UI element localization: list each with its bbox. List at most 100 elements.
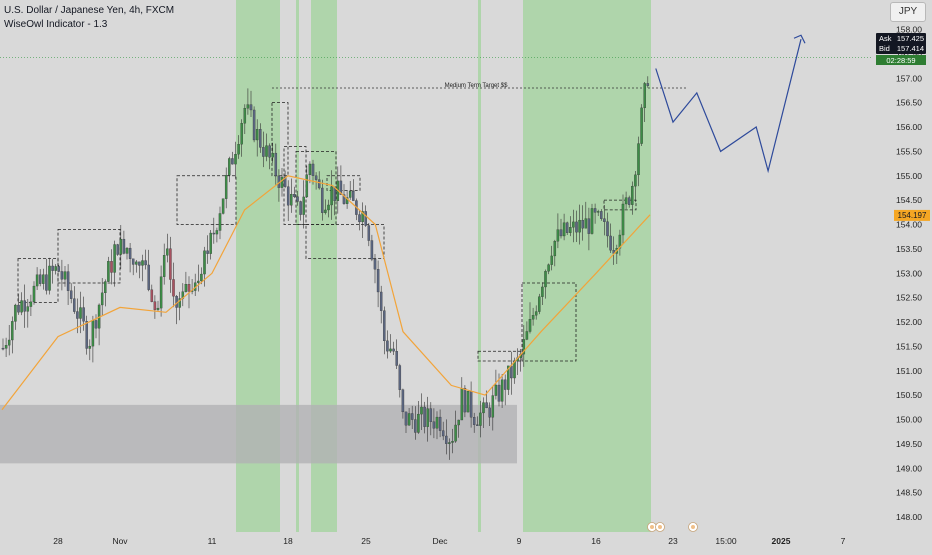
- candle-body: [417, 413, 420, 433]
- candle-body: [215, 230, 219, 235]
- candle-body: [159, 276, 163, 309]
- candle-body: [463, 388, 467, 413]
- time-tick-label: 9: [517, 536, 522, 546]
- candle-body: [23, 300, 26, 312]
- candle-body: [507, 365, 510, 390]
- candle-body: [286, 186, 290, 206]
- candle-body: [206, 250, 209, 254]
- candle-body: [606, 221, 609, 237]
- bid-label: Bid: [879, 44, 890, 53]
- candle-body: [317, 179, 321, 189]
- candle-body: [383, 310, 386, 342]
- price-tick-label: 151.50: [896, 341, 922, 351]
- candle-body: [162, 255, 166, 277]
- candle-body: [113, 244, 116, 273]
- candle-body: [271, 152, 274, 158]
- candle-body: [420, 406, 423, 415]
- indicator-label[interactable]: WiseOwl Indicator - 1.3: [4, 19, 108, 30]
- candle-body: [379, 291, 383, 311]
- price-axis[interactable]: 158.00157.50157.00156.50156.00155.50155.…: [872, 0, 932, 532]
- range-box: [176, 175, 237, 225]
- candle-body: [73, 298, 76, 312]
- candle-body: [280, 176, 284, 188]
- candle-body: [57, 266, 61, 272]
- candle-body: [404, 411, 408, 426]
- candle-body: [110, 261, 113, 273]
- candle-body: [17, 304, 20, 313]
- candle-body: [116, 244, 119, 255]
- candle-body: [513, 360, 516, 379]
- currency-button[interactable]: JPY: [890, 2, 926, 22]
- ask-bid-box: [876, 33, 926, 54]
- candle-body: [147, 264, 150, 290]
- price-tick-label: 149.50: [896, 439, 922, 449]
- candle-body: [184, 284, 188, 292]
- candle-body: [321, 187, 324, 213]
- event-icon-dot: [650, 525, 654, 529]
- candle-body: [401, 389, 405, 413]
- ask-value: 157.425: [897, 34, 924, 43]
- target-label: Medium Term Target $$: [445, 83, 508, 89]
- candle-body: [569, 227, 572, 233]
- candle-body: [252, 109, 256, 141]
- candle-body: [48, 265, 51, 291]
- time-tick-label: 25: [361, 536, 371, 546]
- candle-body: [262, 147, 265, 157]
- candle-body: [218, 213, 222, 231]
- time-tick-label: 11: [208, 536, 217, 546]
- candle-body: [107, 261, 110, 282]
- candle-body: [637, 143, 640, 176]
- candle-body: [246, 104, 250, 109]
- candle-body: [550, 255, 553, 265]
- candle-body: [237, 144, 240, 155]
- candle-body: [603, 218, 606, 222]
- candle-body: [94, 320, 98, 329]
- price-tick-label: 155.00: [896, 171, 922, 181]
- time-tick-label: 16: [591, 536, 601, 546]
- candle-body: [342, 194, 346, 204]
- candle-body: [51, 265, 54, 271]
- candle-body: [631, 185, 634, 205]
- candle-body: [466, 390, 470, 413]
- candle-body: [358, 214, 361, 223]
- candle-body: [38, 274, 42, 284]
- candle-body: [525, 331, 529, 340]
- candle-body: [600, 211, 603, 219]
- candle-body: [559, 229, 563, 237]
- candle-body: [541, 286, 544, 297]
- time-tick-label: 7: [841, 536, 846, 546]
- time-axis[interactable]: 28 Nov 11 18 25 Dec 9 16 23 15:00 2025 7: [0, 532, 872, 550]
- candle-body: [45, 274, 48, 291]
- candle-body: [472, 417, 476, 425]
- ask-label: Ask: [879, 34, 892, 43]
- candle-body: [131, 258, 135, 265]
- moving-average: [1, 175, 651, 411]
- candle-body: [578, 219, 581, 233]
- time-axis-bg: [0, 532, 872, 550]
- candle-body: [414, 419, 417, 433]
- symbol-title[interactable]: U.S. Dollar / Japanese Yen, 4h, FXCM: [4, 5, 175, 16]
- candle-body: [259, 129, 262, 148]
- candle-body: [376, 269, 380, 293]
- candle-body: [234, 154, 237, 165]
- candle-body: [373, 259, 377, 270]
- candle-body: [429, 408, 433, 422]
- price-tick-label: 158.00: [896, 25, 922, 35]
- ma-line: [1, 175, 651, 411]
- time-tick-label: 2025: [772, 536, 791, 546]
- candle-body: [531, 315, 535, 320]
- candle-body: [547, 264, 550, 272]
- range-box: [477, 350, 523, 362]
- candle-body: [643, 83, 646, 109]
- candle-body: [299, 201, 302, 215]
- candle-body: [562, 222, 566, 237]
- candle-body: [352, 191, 355, 201]
- price-tick-label: 151.00: [896, 366, 922, 376]
- candle-body: [469, 390, 473, 418]
- time-tick-label: 28: [53, 536, 63, 546]
- candle-body: [265, 145, 268, 157]
- candle-body: [66, 271, 70, 291]
- event-icons[interactable]: [647, 522, 698, 532]
